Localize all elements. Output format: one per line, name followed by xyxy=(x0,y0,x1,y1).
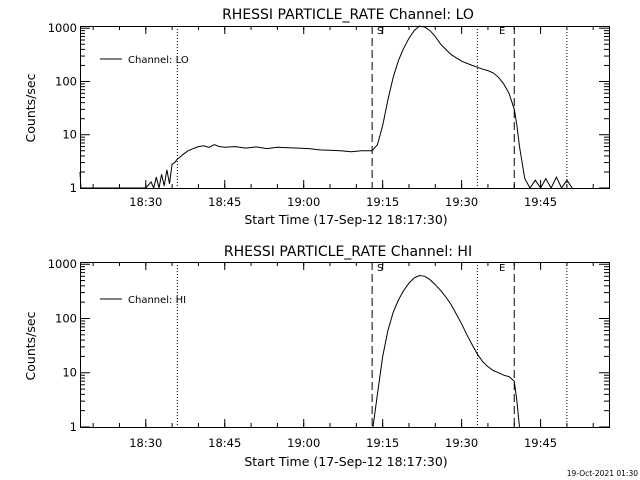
lo-channel-panel: RHESSI PARTICLE_RATE Channel: LO Counts/… xyxy=(23,7,610,227)
legend-entry-hi: Channel: HI xyxy=(128,295,186,306)
x-tick-label: 19:00 xyxy=(287,436,320,450)
hi-channel-panel: RHESSI PARTICLE_RATE Channel: HI Counts/… xyxy=(23,244,610,469)
y-axis-label-hi: Counts/sec xyxy=(23,311,38,380)
x-tick-label: 19:30 xyxy=(445,195,478,209)
y-tick-label: 1000 xyxy=(48,257,77,271)
legend-entry-lo: Channel: LO xyxy=(128,55,189,66)
series-line-hi xyxy=(372,274,520,428)
x-tick-label: 18:30 xyxy=(129,436,162,450)
axis-ticks-lo: 18:30 18:45 19:00 19:15 19:30 19:45 1 10 100 1000 xyxy=(48,21,609,209)
x-tick-label: 18:45 xyxy=(208,195,241,209)
x-tick-label: 18:30 xyxy=(129,195,162,209)
x-tick-label: 19:30 xyxy=(445,436,478,450)
footer-timestamp: 19-Oct-2021 01:30 xyxy=(567,469,638,478)
series-line-lo xyxy=(79,25,573,190)
y-tick-label: 100 xyxy=(55,311,77,325)
y-tick-label: 1000 xyxy=(48,21,77,35)
axis-ticks-hi: 18:30 18:45 19:00 19:15 19:30 19:45 1 10 100 1000 xyxy=(48,257,609,450)
x-tick-label: 18:45 xyxy=(208,436,241,450)
flare-end-marker-hi: E xyxy=(499,263,505,274)
y-tick-label: 1 xyxy=(70,420,77,434)
time-markers-hi xyxy=(176,262,568,427)
x-tick-label: 19:15 xyxy=(366,195,399,209)
flare-end-marker-lo: E xyxy=(499,26,505,37)
plot-frame-lo xyxy=(80,26,610,189)
plot-frame-hi xyxy=(80,262,610,428)
x-axis-label-hi: Start Time (17-Sep-12 18:17:30) xyxy=(244,454,447,469)
y-axis-label-lo: Counts/sec xyxy=(23,73,38,142)
flare-start-marker-lo: S xyxy=(377,26,383,37)
x-tick-label: 19:45 xyxy=(524,436,557,450)
chart-title-hi: RHESSI PARTICLE_RATE Channel: HI xyxy=(224,244,472,260)
x-tick-label: 19:45 xyxy=(524,195,557,209)
y-tick-label: 10 xyxy=(62,366,77,380)
y-tick-label: 100 xyxy=(55,74,77,88)
y-tick-label: 1 xyxy=(70,181,77,195)
y-tick-label: 10 xyxy=(62,128,77,142)
chart-title-lo: RHESSI PARTICLE_RATE Channel: LO xyxy=(222,7,474,23)
x-tick-label: 19:00 xyxy=(287,195,320,209)
x-tick-label: 19:15 xyxy=(366,436,399,450)
x-axis-label-lo: Start Time (17-Sep-12 18:17:30) xyxy=(244,212,447,227)
flare-start-marker-hi: S xyxy=(377,263,383,274)
time-markers-lo xyxy=(176,26,568,188)
